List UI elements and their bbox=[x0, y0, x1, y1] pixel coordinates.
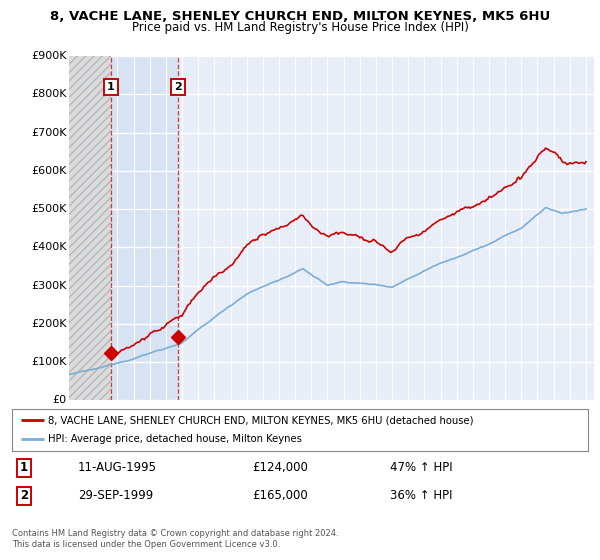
Text: 2022: 2022 bbox=[533, 414, 542, 437]
Text: 2018: 2018 bbox=[469, 414, 478, 437]
Text: 2015: 2015 bbox=[420, 414, 429, 437]
Text: 2011: 2011 bbox=[355, 414, 364, 437]
Text: 2000: 2000 bbox=[178, 414, 187, 437]
Text: £400K: £400K bbox=[31, 242, 67, 253]
Text: 2016: 2016 bbox=[436, 414, 445, 437]
Text: 1994: 1994 bbox=[80, 414, 89, 437]
Text: 2025: 2025 bbox=[581, 414, 590, 437]
Text: 2005: 2005 bbox=[259, 414, 268, 437]
Text: £300K: £300K bbox=[31, 281, 67, 291]
Text: 2002: 2002 bbox=[210, 414, 219, 437]
Text: 8, VACHE LANE, SHENLEY CHURCH END, MILTON KEYNES, MK5 6HU: 8, VACHE LANE, SHENLEY CHURCH END, MILTO… bbox=[50, 10, 550, 23]
Text: 1: 1 bbox=[107, 82, 115, 92]
Text: £0: £0 bbox=[52, 395, 67, 405]
Bar bbox=[69, 56, 111, 400]
Text: 2020: 2020 bbox=[500, 414, 509, 437]
Text: £124,000: £124,000 bbox=[252, 461, 308, 474]
Text: 1: 1 bbox=[20, 461, 28, 474]
Text: £200K: £200K bbox=[31, 319, 67, 329]
Text: £600K: £600K bbox=[31, 166, 67, 176]
Text: £900K: £900K bbox=[31, 51, 67, 61]
Text: 2007: 2007 bbox=[290, 414, 299, 437]
Text: Price paid vs. HM Land Registry's House Price Index (HPI): Price paid vs. HM Land Registry's House … bbox=[131, 21, 469, 34]
Text: 2006: 2006 bbox=[274, 414, 283, 437]
Text: 1996: 1996 bbox=[113, 414, 122, 437]
Text: 1997: 1997 bbox=[129, 414, 138, 437]
Text: £800K: £800K bbox=[31, 89, 67, 99]
Text: 36% ↑ HPI: 36% ↑ HPI bbox=[390, 489, 452, 502]
Text: 2004: 2004 bbox=[242, 414, 251, 437]
Text: 2003: 2003 bbox=[226, 414, 235, 437]
Text: 2: 2 bbox=[174, 82, 182, 92]
Text: 2021: 2021 bbox=[517, 414, 526, 437]
Text: 2019: 2019 bbox=[484, 414, 493, 437]
Text: 2013: 2013 bbox=[388, 414, 397, 437]
Text: 2010: 2010 bbox=[339, 414, 348, 437]
Text: 2012: 2012 bbox=[371, 414, 380, 437]
Text: £700K: £700K bbox=[31, 128, 67, 138]
Text: 8, VACHE LANE, SHENLEY CHURCH END, MILTON KEYNES, MK5 6HU (detached house): 8, VACHE LANE, SHENLEY CHURCH END, MILTO… bbox=[48, 415, 474, 425]
Text: HPI: Average price, detached house, Milton Keynes: HPI: Average price, detached house, Milt… bbox=[48, 435, 302, 445]
Text: 1998: 1998 bbox=[145, 414, 154, 437]
Text: 2001: 2001 bbox=[194, 414, 203, 437]
Text: 2024: 2024 bbox=[565, 414, 574, 437]
Text: 1999: 1999 bbox=[161, 414, 170, 437]
Text: £500K: £500K bbox=[31, 204, 67, 214]
Text: £165,000: £165,000 bbox=[252, 489, 308, 502]
Text: 1993: 1993 bbox=[64, 414, 73, 437]
Text: 1995: 1995 bbox=[97, 414, 106, 437]
Text: 47% ↑ HPI: 47% ↑ HPI bbox=[390, 461, 452, 474]
Text: 2: 2 bbox=[20, 489, 28, 502]
Text: 11-AUG-1995: 11-AUG-1995 bbox=[78, 461, 157, 474]
Bar bbox=[111, 56, 178, 400]
Text: 2023: 2023 bbox=[549, 414, 558, 437]
Text: 2008: 2008 bbox=[307, 414, 316, 437]
Text: 29-SEP-1999: 29-SEP-1999 bbox=[78, 489, 153, 502]
Text: 2014: 2014 bbox=[404, 414, 413, 437]
Text: £100K: £100K bbox=[31, 357, 67, 367]
Text: Contains HM Land Registry data © Crown copyright and database right 2024.
This d: Contains HM Land Registry data © Crown c… bbox=[12, 529, 338, 549]
Text: 2017: 2017 bbox=[452, 414, 461, 437]
Text: 2009: 2009 bbox=[323, 414, 332, 437]
